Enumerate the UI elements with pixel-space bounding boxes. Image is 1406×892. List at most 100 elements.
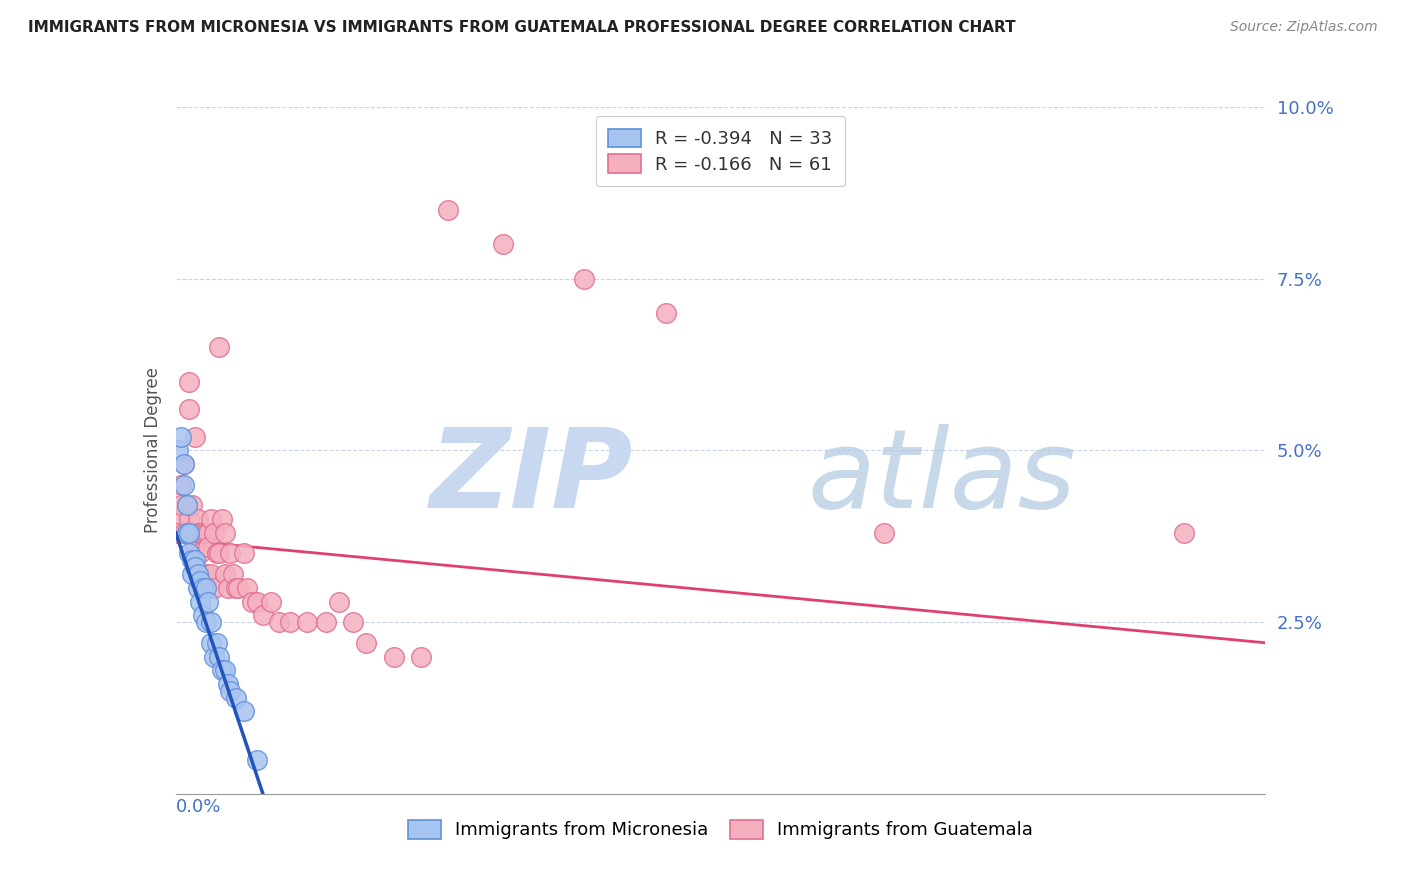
Point: [191, 525, 214, 540]
Text: atlas: atlas: [807, 425, 1077, 532]
Point: [167, 512, 190, 526]
Point: [211, 512, 233, 526]
Point: [208, 649, 231, 664]
Point: [188, 574, 211, 588]
Point: [269, 615, 291, 630]
Legend: Immigrants from Micronesia, Immigrants from Guatemala: Immigrants from Micronesia, Immigrants f…: [401, 813, 1040, 847]
Point: [170, 478, 193, 492]
Text: IMMIGRANTS FROM MICRONESIA VS IMMIGRANTS FROM GUATEMALA PROFESSIONAL DEGREE CORR: IMMIGRANTS FROM MICRONESIA VS IMMIGRANTS…: [28, 20, 1015, 35]
Point: [315, 615, 337, 630]
Point: [222, 567, 245, 582]
Point: [188, 546, 211, 561]
Point: [176, 525, 198, 540]
Point: [186, 581, 209, 595]
Point: [246, 753, 269, 767]
Point: [188, 594, 211, 608]
Point: [214, 663, 236, 677]
Point: [260, 594, 283, 608]
Point: [225, 690, 247, 705]
Point: [173, 525, 195, 540]
Point: [184, 540, 207, 554]
Point: [170, 430, 193, 444]
Point: [184, 430, 207, 444]
Text: 0.0%: 0.0%: [176, 798, 221, 816]
Point: [200, 567, 222, 582]
Point: [208, 546, 231, 561]
Point: [873, 525, 896, 540]
Point: [217, 677, 239, 691]
Point: [194, 567, 217, 582]
Point: [211, 663, 233, 677]
Point: [181, 567, 204, 582]
Point: [235, 581, 257, 595]
Point: [252, 608, 274, 623]
Point: [179, 546, 201, 561]
Point: [240, 594, 263, 608]
Point: [179, 402, 201, 417]
Point: [492, 237, 515, 252]
Point: [200, 636, 222, 650]
Point: [205, 546, 228, 561]
Point: [225, 581, 247, 595]
Point: [179, 525, 201, 540]
Point: [184, 553, 207, 567]
Point: [217, 581, 239, 595]
Point: [1173, 525, 1195, 540]
Point: [219, 546, 242, 561]
Point: [184, 560, 207, 574]
Point: [176, 499, 198, 513]
Point: [246, 594, 269, 608]
Point: [181, 553, 204, 567]
Point: [342, 615, 364, 630]
Point: [200, 615, 222, 630]
Point: [409, 649, 432, 664]
Point: [167, 443, 190, 458]
Point: [382, 649, 405, 664]
Point: [179, 512, 201, 526]
Text: ZIP: ZIP: [430, 425, 633, 532]
Point: [191, 581, 214, 595]
Point: [232, 705, 254, 719]
Point: [202, 581, 225, 595]
Point: [194, 525, 217, 540]
Point: [200, 512, 222, 526]
Point: [194, 581, 217, 595]
Point: [197, 525, 219, 540]
Point: [186, 525, 209, 540]
Y-axis label: Professional Degree: Professional Degree: [143, 368, 162, 533]
Point: [176, 525, 198, 540]
Point: [214, 525, 236, 540]
Point: [173, 457, 195, 471]
Point: [179, 375, 201, 389]
Point: [202, 525, 225, 540]
Point: [181, 525, 204, 540]
Point: [186, 512, 209, 526]
Point: [214, 567, 236, 582]
Point: [181, 499, 204, 513]
Point: [191, 581, 214, 595]
Point: [167, 525, 190, 540]
Point: [186, 567, 209, 582]
Point: [356, 636, 378, 650]
Point: [655, 306, 678, 320]
Point: [197, 540, 219, 554]
Point: [194, 615, 217, 630]
Point: [188, 525, 211, 540]
Point: [208, 340, 231, 354]
Text: Source: ZipAtlas.com: Source: ZipAtlas.com: [1230, 20, 1378, 34]
Point: [219, 683, 242, 698]
Point: [197, 594, 219, 608]
Point: [232, 546, 254, 561]
Point: [173, 457, 195, 471]
Point: [170, 499, 193, 513]
Point: [437, 202, 460, 217]
Point: [295, 615, 318, 630]
Point: [228, 581, 250, 595]
Point: [328, 594, 350, 608]
Point: [278, 615, 301, 630]
Point: [191, 608, 214, 623]
Point: [205, 636, 228, 650]
Point: [173, 478, 195, 492]
Point: [176, 499, 198, 513]
Point: [202, 649, 225, 664]
